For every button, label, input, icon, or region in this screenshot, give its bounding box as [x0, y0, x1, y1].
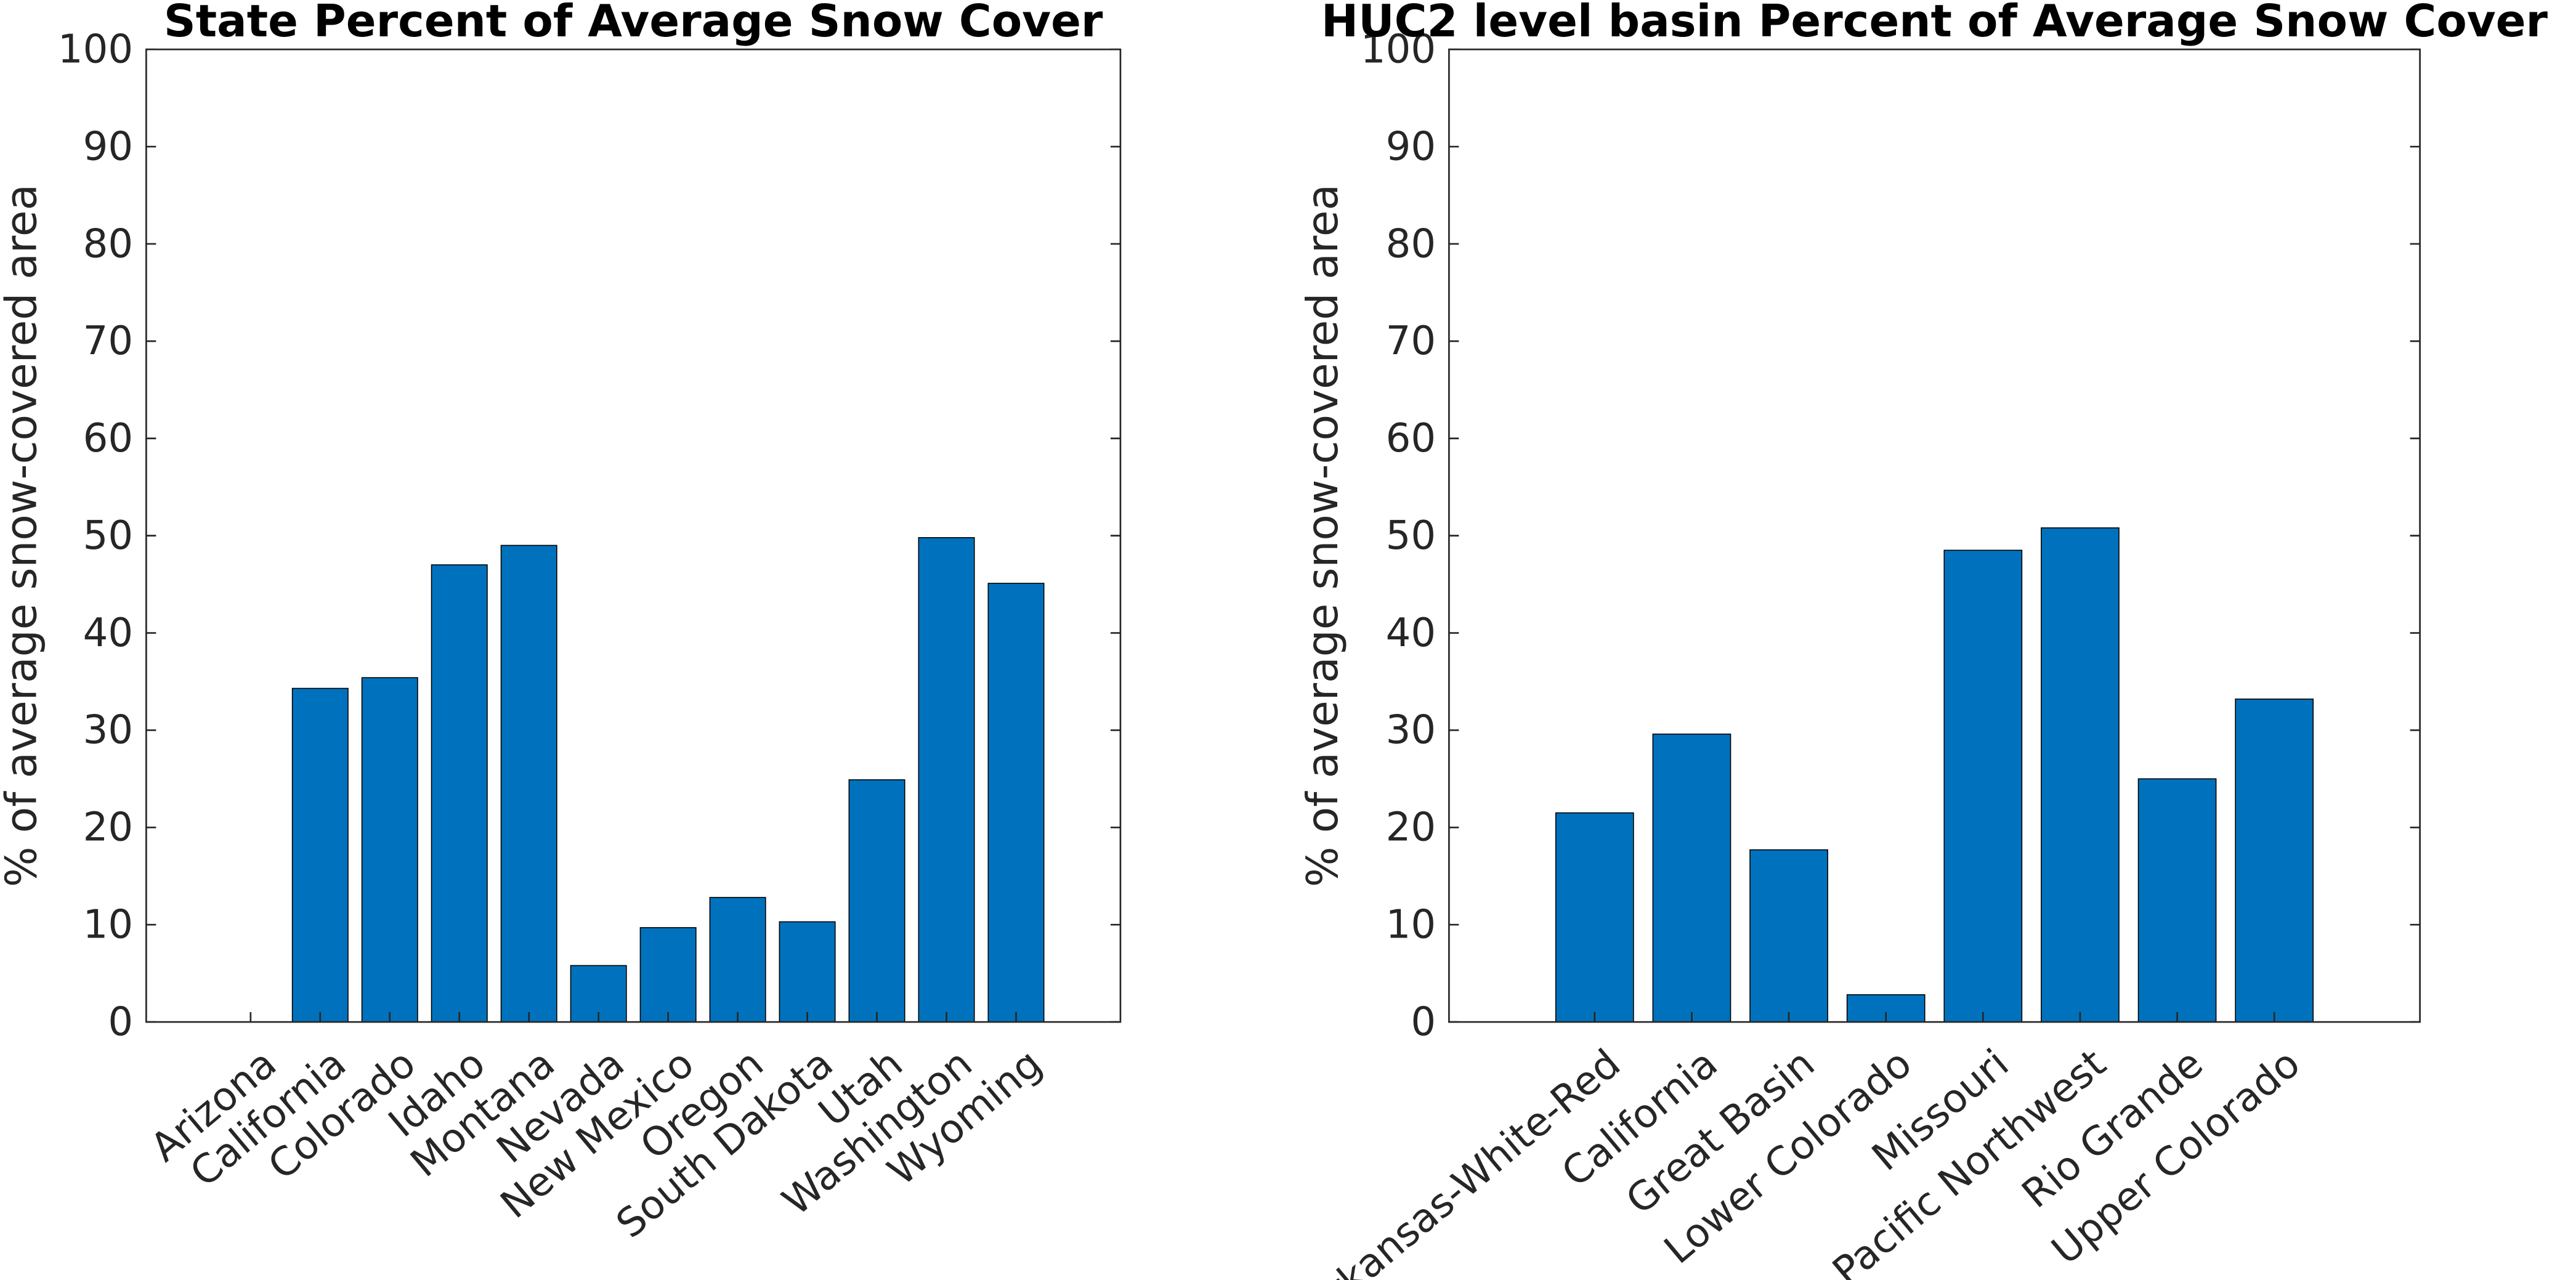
y-tick-label: 30 — [1386, 708, 1436, 753]
chart-title: State Percent of Average Snow Cover — [164, 0, 1103, 47]
bar — [918, 537, 975, 1023]
axes: 0102030405060708090100ArizonaCaliforniaC… — [0, 0, 1122, 1247]
axes-box — [1448, 48, 2421, 1023]
bar — [431, 564, 488, 1023]
axes-box — [145, 48, 1122, 1023]
bar — [1652, 733, 1732, 1023]
y-tick-label: 50 — [83, 513, 133, 559]
y-tick-label: 20 — [83, 805, 133, 851]
y-axis-label: % of average snow-covered area — [0, 184, 47, 887]
y-tick-label: 70 — [1386, 318, 1436, 364]
y-tick-label: 80 — [1386, 221, 1436, 267]
y-tick-label: 90 — [83, 124, 133, 169]
y-tick-label: 100 — [1361, 27, 1436, 73]
chart-title: HUC2 level basin Percent of Average Snow… — [1321, 0, 2548, 47]
y-tick-label: 60 — [83, 416, 133, 461]
y-tick-label: 40 — [83, 610, 133, 656]
bar — [1943, 549, 2023, 1023]
y-tick-label: 30 — [83, 708, 133, 753]
bar — [361, 677, 418, 1023]
bar — [709, 897, 766, 1023]
y-tick-label: 100 — [58, 27, 133, 73]
bar — [1555, 812, 1634, 1023]
y-tick-label: 60 — [1386, 416, 1436, 461]
bar — [639, 927, 697, 1023]
y-tick-label: 90 — [1386, 124, 1436, 169]
axes: 0102030405060708090100Arkansas-White-Red… — [1297, 0, 2548, 1280]
y-tick-label: 80 — [83, 221, 133, 267]
bar — [987, 583, 1045, 1023]
y-tick-label: 40 — [1386, 610, 1436, 656]
y-axis-label: % of average snow-covered area — [1298, 184, 1348, 887]
bar — [779, 921, 836, 1023]
bar — [2041, 527, 2120, 1023]
y-tick-label: 20 — [1386, 805, 1436, 851]
bar — [2235, 699, 2314, 1023]
y-tick-label: 0 — [1411, 999, 1436, 1045]
bar — [848, 779, 905, 1023]
y-tick-label: 10 — [83, 902, 133, 948]
y-tick-label: 0 — [108, 999, 133, 1045]
y-tick-label: 50 — [1386, 513, 1436, 559]
bar — [2137, 778, 2217, 1023]
y-tick-label: 10 — [1386, 902, 1436, 948]
y-tick-label: 70 — [83, 318, 133, 364]
bar — [1749, 849, 1828, 1023]
bar — [291, 687, 349, 1023]
bar — [500, 545, 557, 1023]
